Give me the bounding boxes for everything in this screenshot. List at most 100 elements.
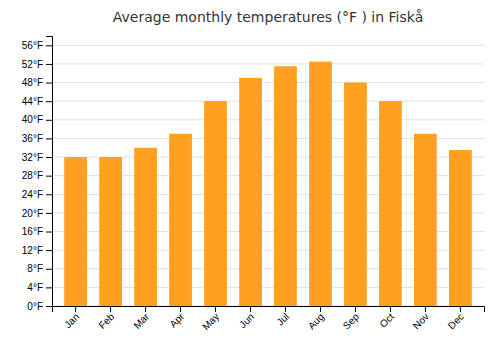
- tick: 4°F: [27, 282, 52, 293]
- bar: [309, 62, 332, 306]
- bar: [204, 101, 227, 306]
- bar: [99, 157, 122, 306]
- tick-label: Dec: [446, 311, 466, 331]
- y-axis: 0°F 4°F 8°F 12°F 16°F 20°F 24°F 28°F 32°F 36°F 40°…: [22, 37, 53, 312]
- tick-label: Aug: [306, 311, 326, 331]
- tick-mark: [180, 306, 181, 312]
- tick: 8°F: [27, 263, 52, 274]
- grid-line: [52, 82, 484, 83]
- tick: 48°F: [22, 77, 52, 88]
- tick-mark: [355, 306, 356, 312]
- tick-mark: [110, 306, 111, 312]
- tick-label: 32°F: [22, 152, 43, 163]
- tick-label: Apr: [167, 310, 186, 329]
- bar: [239, 78, 262, 306]
- tick-mark: [46, 138, 52, 139]
- grid-line: [52, 101, 484, 102]
- tick: 24°F: [22, 189, 52, 200]
- tick: 36°F: [22, 133, 52, 144]
- tick-mark: [390, 306, 391, 312]
- tick: 16°F: [22, 226, 52, 237]
- tick-label: Jan: [62, 311, 81, 330]
- tick-label: Nov: [411, 311, 431, 331]
- bar: [344, 83, 367, 306]
- tick-mark: [46, 287, 52, 288]
- tick: Sep: [341, 306, 362, 331]
- chart: 0°F 4°F 8°F 12°F 16°F 20°F 24°F 28°F 32°F 36°F 40°…: [0, 0, 500, 350]
- bar: [274, 66, 297, 306]
- tick-mark: [46, 83, 52, 84]
- x-axis: Jan Feb Mar Apr May Jun Jul Aug Sep Oct Nov Dec: [53, 306, 485, 332]
- bars: [64, 62, 472, 306]
- tick-label: 52°F: [22, 59, 43, 70]
- tick-label: May: [200, 311, 221, 332]
- tick: 44°F: [22, 96, 52, 107]
- tick: Jan: [62, 306, 81, 330]
- bar: [169, 134, 192, 306]
- tick-mark: [46, 64, 52, 65]
- grid-line: [52, 63, 484, 64]
- grid-line: [52, 45, 484, 46]
- tick-mark: [46, 45, 52, 46]
- tick-mark: [320, 306, 321, 312]
- tick-label: 44°F: [22, 96, 43, 107]
- tick: Apr: [167, 306, 186, 330]
- tick-mark: [425, 306, 426, 312]
- tick-label: 8°F: [27, 263, 43, 274]
- tick-mark: [250, 306, 251, 312]
- bar: [379, 101, 402, 306]
- tick: 20°F: [22, 208, 52, 219]
- tick: 52°F: [22, 59, 52, 70]
- tick-label: 12°F: [22, 245, 43, 256]
- tick-label: Mar: [131, 310, 151, 330]
- grid: [52, 45, 484, 306]
- tick: Jun: [237, 306, 256, 330]
- tick-label: 48°F: [22, 77, 43, 88]
- tick-mark: [46, 250, 52, 251]
- tick-mark: [46, 176, 52, 177]
- tick-label: Jun: [237, 311, 256, 330]
- plot: 0°F 4°F 8°F 12°F 16°F 20°F 24°F 28°F 32°F 36°F 40°…: [22, 37, 485, 333]
- tick-mark: [460, 306, 461, 312]
- axis-line: [53, 307, 485, 313]
- tick-mark: [46, 306, 52, 307]
- axis-line: [46, 37, 53, 307]
- tick: Dec: [446, 306, 466, 331]
- tick: Mar: [131, 306, 151, 331]
- title: Average monthly temperatures (°F ) in Fi…: [113, 9, 424, 25]
- tick-label: Jul: [274, 311, 291, 328]
- tick-label: 36°F: [22, 133, 43, 144]
- tick-label: Oct: [377, 311, 396, 330]
- tick-mark: [285, 306, 286, 312]
- tick: 40°F: [22, 114, 52, 125]
- tick-mark: [46, 269, 52, 270]
- tick: 32°F: [22, 152, 52, 163]
- tick-label: Sep: [341, 311, 362, 332]
- tick-mark: [46, 101, 52, 102]
- tick-mark: [145, 306, 146, 312]
- tick-mark: [75, 306, 76, 312]
- bar: [449, 150, 472, 306]
- tick: May: [200, 306, 221, 332]
- tick-mark: [46, 120, 52, 121]
- tick-mark: [46, 213, 52, 214]
- tick-label: 40°F: [22, 114, 43, 125]
- grid-line: [52, 119, 484, 120]
- tick: 0°F: [27, 301, 52, 312]
- tick-label: 4°F: [27, 282, 43, 293]
- tick: 12°F: [22, 245, 52, 256]
- tick-mark: [215, 306, 216, 312]
- bar: [134, 148, 157, 306]
- tick: Feb: [96, 306, 116, 331]
- tick-mark: [46, 194, 52, 195]
- tick-label: Feb: [96, 311, 116, 331]
- tick: Nov: [411, 306, 431, 331]
- bar: [64, 157, 87, 306]
- tick: 28°F: [22, 170, 52, 181]
- tick-mark: [46, 232, 52, 233]
- tick-label: 16°F: [22, 226, 43, 237]
- bar: [414, 134, 437, 306]
- tick-label: 28°F: [22, 170, 43, 181]
- tick: Oct: [377, 306, 396, 330]
- tick: Aug: [306, 306, 326, 331]
